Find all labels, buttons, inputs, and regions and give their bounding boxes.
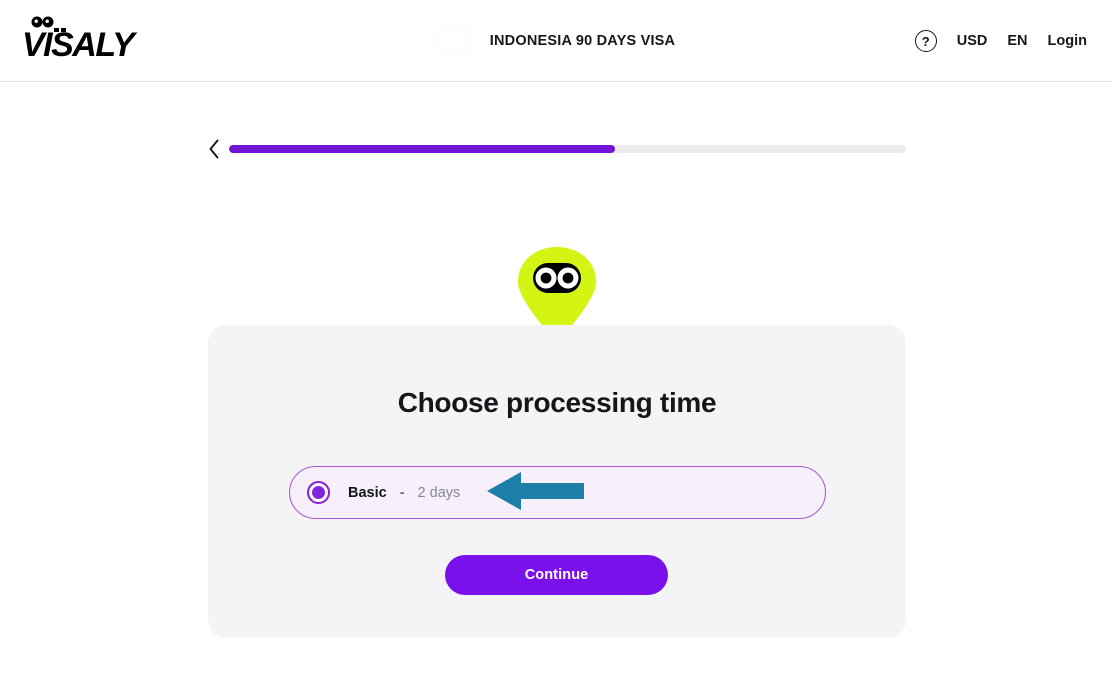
login-link[interactable]: Login xyxy=(1047,33,1087,49)
progress-track xyxy=(229,145,906,153)
header-visa-product: INDONESIA 90 DAYS VISA xyxy=(438,0,675,82)
visaly-logo[interactable]: VISALY xyxy=(22,14,172,64)
progress-row xyxy=(208,136,906,162)
option-duration: 2 days xyxy=(417,484,461,501)
svg-text:VISALY: VISALY xyxy=(22,26,138,64)
continue-button[interactable]: Continue xyxy=(445,555,668,595)
option-basic[interactable]: Basic - 2 days xyxy=(289,466,826,519)
radio-basic[interactable] xyxy=(307,481,330,504)
chevron-left-icon xyxy=(209,139,219,159)
option-label: Basic xyxy=(348,484,387,501)
header-title: INDONESIA 90 DAYS VISA xyxy=(489,33,676,49)
language-selector[interactable]: EN xyxy=(1007,33,1028,49)
processing-time-card: Choose processing time Basic - 2 days Co… xyxy=(208,325,906,638)
radio-dot xyxy=(312,486,325,499)
progress-fill xyxy=(229,145,615,153)
back-button[interactable] xyxy=(208,137,226,161)
currency-selector[interactable]: USD xyxy=(956,33,988,49)
header-actions: ? USD EN Login xyxy=(914,0,1087,82)
site-header: VISALY INDONESIA 90 DAYS VISA ? USD EN L… xyxy=(0,0,1113,82)
indonesia-flag-icon xyxy=(438,31,469,52)
visaly-wordmark-icon: VISALY xyxy=(22,16,140,64)
option-separator: - xyxy=(399,484,405,501)
page-title: Choose processing time xyxy=(397,387,717,418)
help-icon[interactable]: ? xyxy=(914,30,937,52)
